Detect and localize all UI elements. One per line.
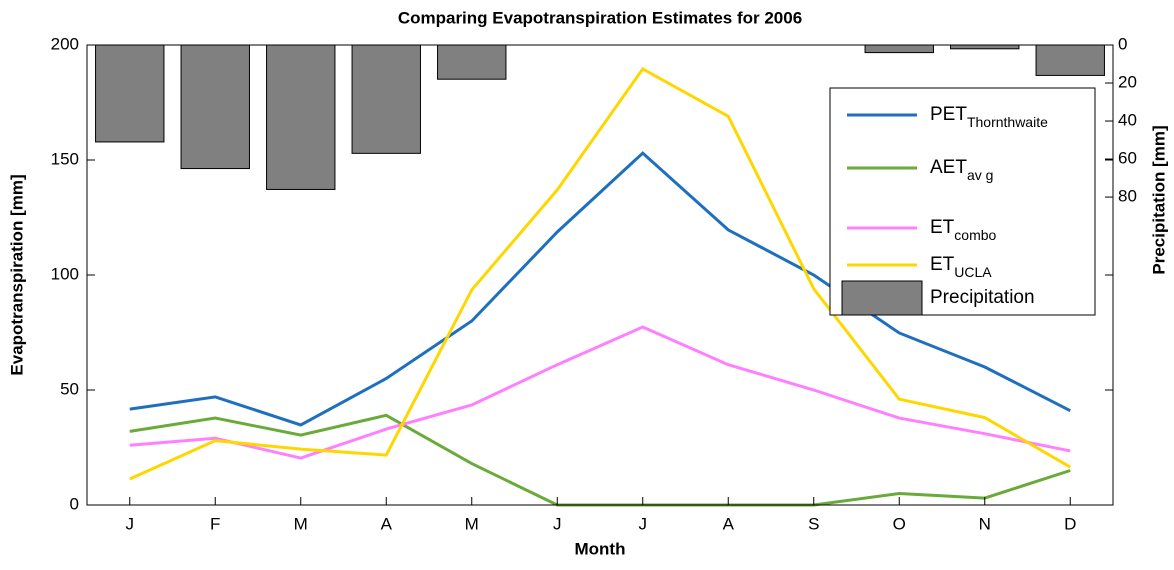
line [129, 325, 1071, 460]
x-tick-label: A [381, 514, 393, 533]
bar [266, 44, 336, 190]
x-tick-label: J [553, 514, 562, 533]
y-tick-label: 150 [51, 149, 79, 168]
legend-name: Precipitation [930, 287, 1035, 308]
bar [437, 44, 507, 80]
legend-swatch [841, 280, 923, 316]
line [129, 413, 1071, 507]
y-tick-label: 50 [60, 379, 79, 398]
bar [180, 44, 250, 170]
y2-tick-label: 80 [1118, 187, 1137, 206]
x-tick-label: N [979, 514, 991, 533]
legend-label: Precipitation [930, 287, 1035, 308]
y2-tick-label: 40 [1118, 111, 1137, 130]
chart-title: Comparing Evapotranspiration Estimates f… [398, 8, 802, 27]
legend-subscript: av g [967, 167, 993, 183]
legend-subscript: UCLA [954, 264, 992, 280]
y-tick-label: 100 [51, 264, 79, 283]
x-tick-label: M [465, 514, 479, 533]
x-tick-label: M [294, 514, 308, 533]
legend-name: ET [930, 217, 955, 238]
y2-tick-label: 60 [1118, 149, 1137, 168]
legend-subscript: combo [954, 227, 996, 243]
x-tick-label: O [893, 514, 906, 533]
x-tick-label: J [126, 514, 135, 533]
y2-axis-label: Precipitation [mm] [1149, 125, 1168, 274]
legend-box [829, 87, 1096, 316]
bar [950, 44, 1020, 50]
x-tick-label: A [723, 514, 735, 533]
legend-subscript: Thornthwaite [967, 114, 1048, 130]
legend-name: ET [930, 254, 955, 275]
legend-label: ETUCLA [930, 254, 992, 280]
y-axis-label: Evapotranspiration [mm] [7, 174, 26, 375]
legend-name: AET [930, 157, 967, 178]
y2-tick-label: 20 [1118, 73, 1137, 92]
bar [1035, 44, 1105, 76]
x-tick-label: F [210, 514, 220, 533]
legend-label: ETcombo [930, 217, 997, 243]
x-tick-label: S [808, 514, 819, 533]
bar [351, 44, 421, 154]
x-tick-label: D [1064, 514, 1076, 533]
y2-tick-label: 0 [1118, 34, 1127, 53]
x-tick-label: J [639, 514, 648, 533]
line [129, 66, 1072, 481]
y-tick-label: 0 [70, 494, 79, 513]
line [129, 151, 1071, 427]
bar [864, 44, 934, 54]
legend-label: PETThornthwaite [930, 104, 1048, 130]
legend-label: AETav g [930, 157, 993, 183]
legend-name: PET [930, 104, 967, 125]
y-tick-label: 200 [51, 34, 79, 53]
bar [95, 44, 165, 143]
x-axis-label: Month [575, 539, 626, 558]
